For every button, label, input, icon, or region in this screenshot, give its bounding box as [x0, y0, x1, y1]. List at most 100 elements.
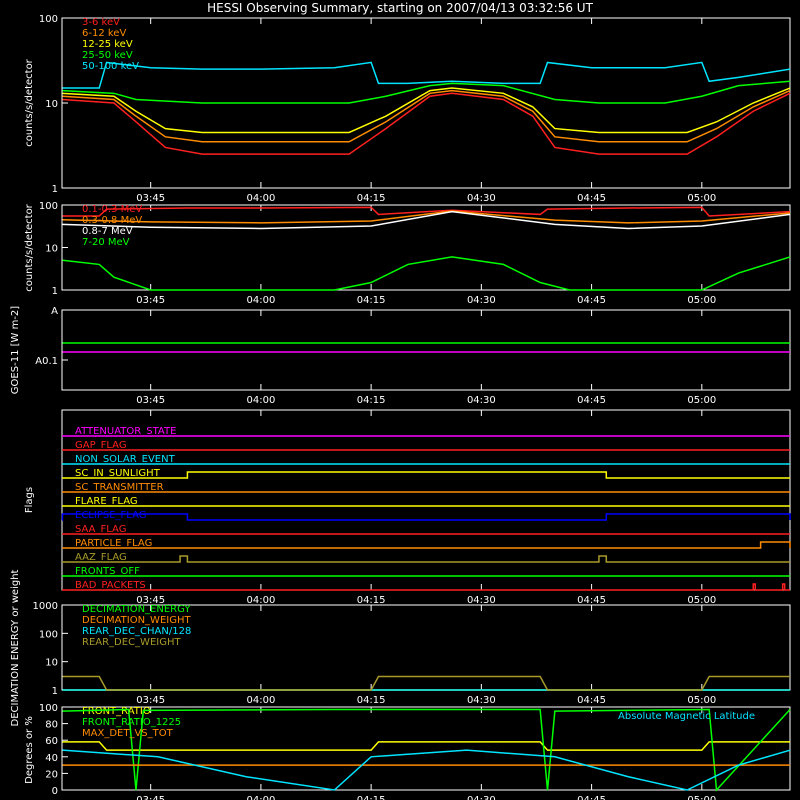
x-tick-label: 03:45: [136, 395, 165, 406]
x-tick-label: 03:45: [136, 193, 165, 204]
flag-label: GAP_FLAG: [75, 440, 127, 451]
flag-line: [62, 541, 791, 549]
legend-entry: 3-6 keV: [82, 17, 120, 28]
legend-entry: 0.3-0.8 MeV: [82, 215, 142, 226]
panel-frame: [61, 204, 791, 291]
series-line: [62, 210, 791, 230]
x-tick-label: 04:00: [246, 595, 275, 606]
panel-lightcurve-low: 03:45 04:00 04:15 04:30 04:45 05:00 counts/s/d…: [24, 14, 791, 204]
y-tick-label: 100: [39, 703, 58, 714]
x-tick-label: 04:15: [357, 695, 386, 706]
panel-ratios: 03:45 04:00 04:15 04:30 04:45 05:00 Degrees or…: [24, 703, 791, 800]
x-tick-label: 04:15: [357, 595, 386, 606]
y-tick-label: 10: [45, 658, 58, 669]
legend-entry: 25-50 keV: [82, 50, 133, 61]
flag-line: [62, 555, 790, 563]
flag-label: SC_IN_SUNLIGHT: [75, 468, 161, 479]
flag-label: FLARE_FLAG: [75, 496, 138, 507]
x-tick-label: 04:00: [246, 795, 275, 800]
flag-line: [62, 583, 790, 591]
y-tick-label: 80: [45, 720, 58, 731]
x-tick-label: 04:45: [577, 695, 606, 706]
legend-entry: 7-20 MeV: [82, 237, 130, 248]
x-tick-label: 04:00: [246, 193, 275, 204]
series-line: [62, 87, 791, 134]
y-axis-label: Degrees or %: [24, 716, 35, 784]
legend-entry: DECIMATION_ENERGY: [82, 604, 191, 615]
x-tick-label: 04:30: [467, 795, 496, 800]
panel-lightcurve-high: 03:45 04:00 04:15 04:30 04:45 05:00 counts/s/d…: [24, 201, 791, 306]
y-tick-label: A: [51, 306, 58, 317]
series-line: [62, 749, 791, 791]
x-tick-label: 04:45: [577, 795, 606, 800]
legend-entry: 0.1-0.3 MeV: [82, 204, 142, 215]
x-tick-label: 04:15: [357, 795, 386, 800]
panel-frame: [61, 17, 791, 189]
x-tick-label: 03:45: [136, 595, 165, 606]
series-line: [62, 206, 791, 217]
flag-line: [61, 513, 791, 521]
y-axis-label: Flags: [24, 487, 35, 513]
x-tick-label: 05:00: [687, 295, 716, 306]
y-axis-label: GOES-11 [W m-2]: [10, 306, 21, 394]
series-line: [62, 61, 791, 89]
x-tick-label: 05:00: [687, 595, 716, 606]
series-line: [62, 92, 791, 155]
legend-entry: 0.8-7 MeV: [82, 226, 133, 237]
series-line: [62, 80, 791, 104]
legend-entry: Absolute Magnetic Latitude: [618, 711, 755, 722]
legend-entry: DECIMATION_WEIGHT: [82, 615, 191, 626]
x-tick-label: 05:00: [687, 395, 716, 406]
y-tick-label: 10: [45, 244, 58, 255]
panel-frame: [61, 309, 791, 391]
series-line: [62, 210, 791, 224]
y-tick-label: 60: [45, 736, 58, 747]
legend-entry: REAR_DEC_WEIGHT: [82, 637, 181, 648]
x-tick-label: 04:00: [246, 295, 275, 306]
x-tick-label: 04:00: [246, 395, 275, 406]
x-tick-label: 04:00: [246, 695, 275, 706]
flag-label: NON_SOLAR_EVENT: [75, 454, 176, 465]
x-tick-label: 03:45: [136, 695, 165, 706]
flag-line: [62, 471, 790, 479]
x-tick-label: 05:00: [687, 193, 716, 204]
y-tick-label: A0.1: [35, 356, 58, 367]
x-tick-label: 04:30: [467, 595, 496, 606]
legend-entry: MAX_DET_VS_TOT: [82, 728, 174, 739]
y-tick-label: 1: [52, 184, 58, 195]
x-tick-label: 04:45: [577, 193, 606, 204]
panel-frame: [61, 706, 791, 791]
y-tick-label: 1000: [33, 601, 58, 612]
panel-frame: [61, 409, 791, 591]
flag-label: SC_TRANSMITTER: [75, 482, 164, 493]
y-tick-label: 10: [45, 99, 58, 110]
figure-title: HESSI Observing Summary, starting on 200…: [207, 1, 593, 15]
x-tick-label: 04:45: [577, 395, 606, 406]
series-line: [62, 89, 791, 143]
x-tick-label: 04:30: [467, 695, 496, 706]
x-tick-label: 04:45: [577, 595, 606, 606]
y-tick-label: 100: [39, 201, 58, 212]
x-tick-label: 04:15: [357, 295, 386, 306]
legend-entry: 12-25 keV: [82, 39, 133, 50]
x-tick-label: 05:00: [687, 695, 716, 706]
panel-flags: 03:45 04:00 04:15 04:30 04:45 05:00 Flags ATTEN…: [24, 409, 791, 606]
flag-label: BAD_PACKETS: [75, 580, 146, 591]
legend-entry: FRONT_RATIO: [82, 706, 151, 717]
y-tick-label: 100: [39, 629, 58, 640]
panel-goes: 03:45 04:00 04:15 04:30 04:45 05:00 GOES-11 [W…: [10, 306, 791, 406]
flag-label: ECLIPSE_FLAG: [75, 510, 146, 521]
y-axis-label: counts/s/detector: [24, 203, 35, 291]
x-tick-label: 05:00: [687, 795, 716, 800]
x-tick-label: 03:45: [136, 795, 165, 800]
y-axis-label: DECIMATION ENERGY or weight: [10, 569, 21, 726]
series-line: [62, 741, 790, 751]
panel-decimation: 03:45 04:00 04:15 04:30 04:45 05:00 DECIMATION…: [10, 569, 791, 726]
legend-entry: 6-12 keV: [82, 28, 126, 39]
series-line: [62, 256, 791, 291]
y-axis-label: counts/s/detector: [24, 58, 35, 146]
flag-label: ATTENUATOR_STATE: [75, 426, 176, 437]
y-tick-label: 1: [52, 686, 58, 697]
x-tick-label: 04:15: [357, 193, 386, 204]
